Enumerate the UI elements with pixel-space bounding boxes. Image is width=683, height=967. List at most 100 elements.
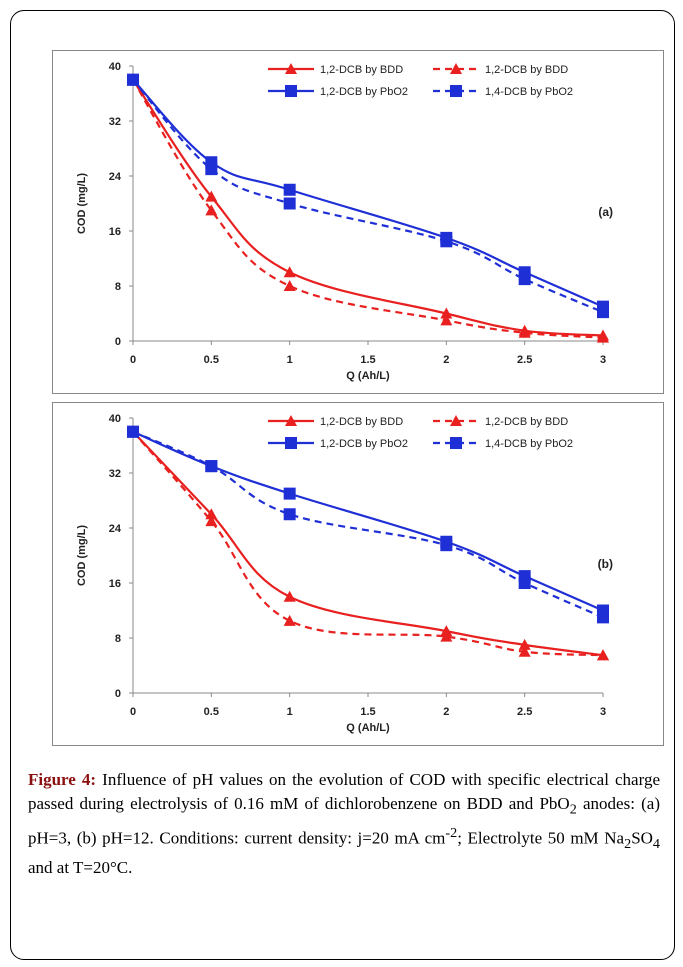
chart-b-y-tick-label: 0 [115,688,121,700]
chart-a-x-tick-label: 2.5 [517,354,532,366]
chart-b-series-3-point [283,508,296,521]
chart-a-x-tick-label: 1 [287,354,293,366]
chart-b-series-1-point [597,649,609,661]
chart-a-y-tick-label: 24 [109,171,122,183]
chart-b-legend-marker-1 [450,415,462,426]
caption-text-2: anodes: (a) pH=3, (b) pH=12. Conditions:… [28,794,660,849]
chart-b-series-3-point [518,577,531,589]
chart-b-panel-label: (b) [598,557,613,571]
chart-b-series-2-point [283,487,296,500]
caption-sub-2: 2 [624,836,632,853]
chart-b-x-tick-label: 2 [443,706,449,718]
chart-b-series-1-point [440,630,453,642]
chart-b-series-line-1 [132,431,604,657]
caption-sub-3: 4 [652,836,660,853]
chart-a-series-3-point [205,163,218,176]
chart-a-panel-label: (a) [598,205,613,219]
chart-b-legend-marker-0 [285,415,297,426]
chart-b-series-0-point [283,590,296,602]
chart-b-x-tick-label: 3 [600,706,606,718]
chart-a-legend-marker-0 [285,63,297,74]
chart-b-legend-label-3: 1,4-DCB by PbO2 [485,438,573,450]
chart-b-series-0-point [518,638,531,650]
chart-b-series-line-2 [132,430,604,612]
chart-b-legend-label-2: 1,2-DCB by PbO2 [320,438,408,450]
chart-a-y-axis-label: COD (mg/L) [76,173,88,234]
figure-frame [10,10,675,960]
caption-text-1: Influence of pH values on the evolution … [28,770,660,813]
chart-a-x-tick-label: 0.5 [204,354,219,366]
chart-b-y-tick-label: 16 [109,578,121,590]
chart-a-y-tick-label: 8 [115,281,121,293]
chart-b-x-tick-label: 2.5 [517,706,532,718]
chart-a-legend-marker-1 [450,63,462,74]
caption-text-3: ; Electrolyte 50 mM Na [457,829,625,849]
chart-a-series-1-point [440,314,453,326]
chart-a-series-1-point [205,204,218,216]
chart-b-y-tick-label: 24 [109,523,122,535]
chart-b-x-tick-label: 0.5 [204,706,219,718]
chart-a-x-axis-label: Q (Ah/L) [346,370,390,382]
chart-a-series-line-1 [132,79,604,339]
chart-b-series-line-0 [132,430,604,657]
chart-a-legend-label-3: 1,4-DCB by PbO2 [485,86,573,98]
chart-a-x-tick-label: 3 [600,354,606,366]
chart-a-legend-marker-3 [450,85,462,97]
chart-b-series-3-point [205,460,218,473]
chart-panel-a: 0 8 16 24 32 40 0 0.5 1 1.5 2 2.5 3 Q (Ah/L) COD (mg/L… [52,50,664,394]
chart-b-y-tick-label: 32 [109,468,121,480]
chart-b-x-tick-label: 0 [130,706,136,718]
chart-b-series-1-point [518,645,531,657]
chart-a-y-tick-label: 40 [109,61,121,73]
caption-sub-1: 2 [569,801,577,818]
chart-a-y-tick-label: 32 [109,116,121,128]
figure-caption: Figure 4: Influence of pH values on the … [28,768,660,880]
chart-a-x-tick-label: 2 [443,354,449,366]
chart-a-legend-label-2: 1,2-DCB by PbO2 [320,86,408,98]
chart-b-y-tick-label: 8 [115,633,121,645]
chart-a-series-3-point [518,273,531,286]
chart-a-series-1-point [283,280,296,291]
chart-a-series-3-point [440,235,453,248]
chart-b-svg: 0 8 16 24 32 40 0 0.5 1 1.5 2 2.5 3 Q (Ah/L) COD (mg/L… [76,413,613,734]
chart-a-y-tick-label: 0 [115,336,121,348]
chart-a-series-2-point [283,183,296,196]
caption-sup-1: -2 [445,825,458,842]
chart-a-series-3-point [597,306,609,319]
caption-text-5: and at T=20°C. [28,858,133,878]
chart-b-series-1-point [283,614,296,626]
chart-b-series-3-point [597,611,609,624]
chart-b-legend-marker-3 [450,437,462,449]
chart-b-x-tick-label: 1.5 [360,706,375,718]
chart-a-x-tick-label: 1.5 [360,354,375,366]
chart-panel-b: 0 8 16 24 32 40 0 0.5 1 1.5 2 2.5 3 Q (Ah/L) COD (mg/L… [52,402,664,746]
chart-a-series-0-point [283,266,296,278]
chart-b-legend-label-0: 1,2-DCB by BDD [320,416,403,428]
chart-b-y-axis-label: COD (mg/L) [76,525,88,586]
chart-a-x-tick-label: 0 [130,354,136,366]
chart-a-series-line-2 [132,78,604,308]
chart-a-legend-label-1: 1,2-DCB by BDD [485,64,568,76]
chart-b-series-1-point [205,515,218,527]
chart-a-svg: 0 8 16 24 32 40 0 0.5 1 1.5 2 2.5 3 Q (Ah/L) COD (mg/L… [76,61,613,382]
chart-b-legend-label-1: 1,2-DCB by BDD [485,416,568,428]
chart-a-y-tick-label: 16 [109,226,121,238]
chart-a-series-line-0 [132,79,604,337]
chart-b-series-3-point [440,539,453,552]
caption-text-4: SO [631,829,653,849]
chart-b-y-tick-label: 40 [109,413,121,425]
chart-b-series-line-3 [132,430,604,619]
chart-a-series-1-point [518,326,531,338]
chart-a-series-3-point [283,197,296,210]
caption-label: Figure 4: [28,770,97,789]
chart-b-x-axis-label: Q (Ah/L) [346,722,390,734]
chart-a-legend-marker-2 [285,85,297,97]
chart-b-x-tick-label: 1 [287,706,293,718]
chart-a-series-0-point [440,307,453,319]
chart-b-series-3-point [127,425,139,438]
chart-a-series-1-point [597,331,609,343]
chart-a-series-3-point [127,73,139,86]
chart-b-legend-marker-2 [285,437,297,449]
chart-a-series-line-3 [132,79,604,314]
chart-a-series-0-point [205,190,218,202]
